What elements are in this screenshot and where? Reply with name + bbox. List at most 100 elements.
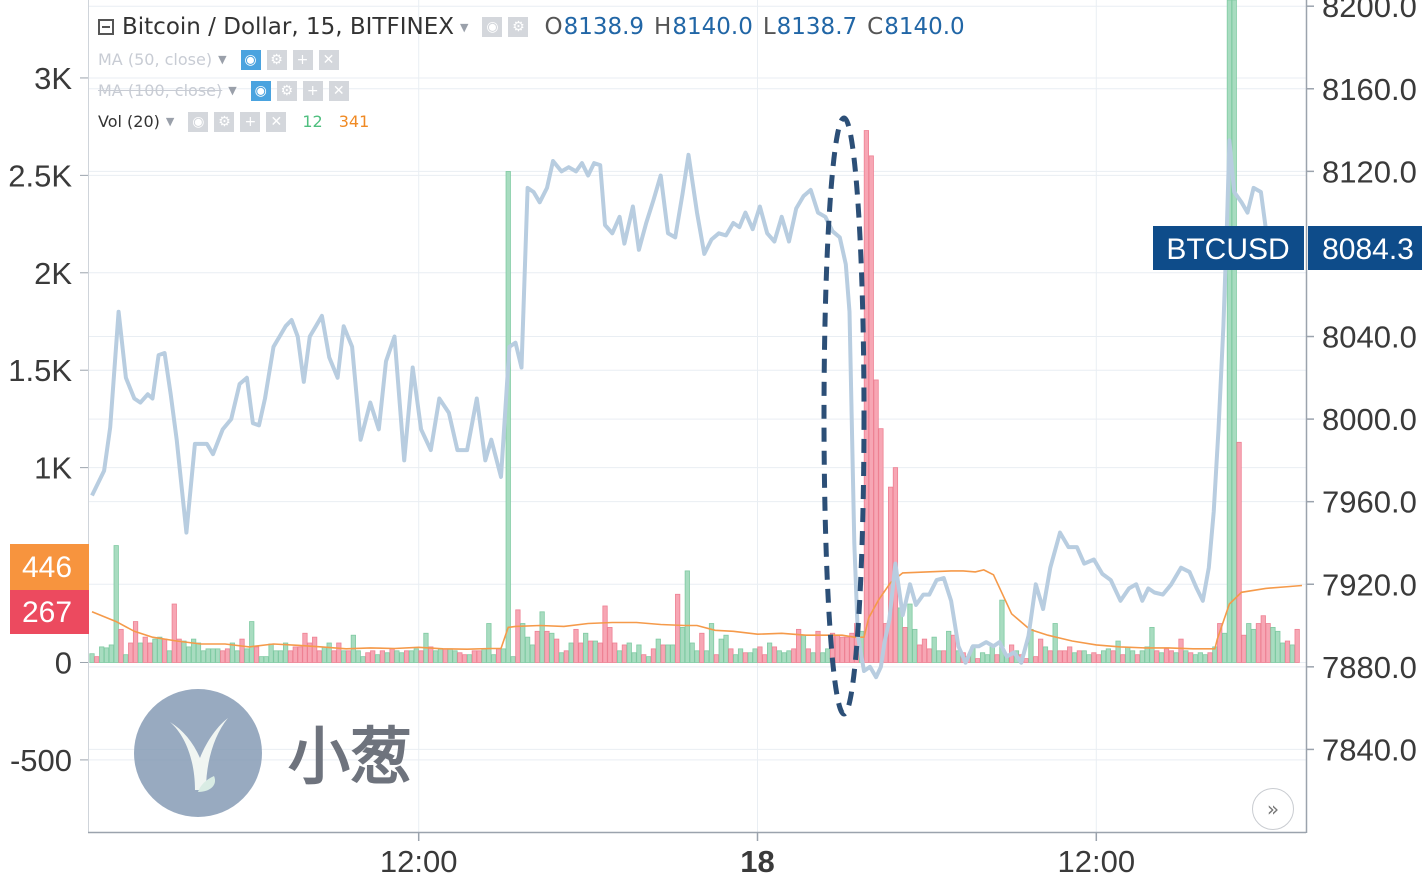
left-axis: 3K 2.5K 2K 1.5K 1K 0 -500 (8, 61, 88, 778)
volume-bar-down (1294, 628, 1300, 663)
volume-bar-up (752, 648, 758, 663)
volume-bar-down (462, 654, 468, 663)
eye-icon[interactable]: ◉ (188, 111, 209, 132)
volume-bar-up (244, 648, 250, 663)
volume-bar-up (616, 650, 623, 663)
volume-bar-up (1125, 646, 1131, 663)
collapse-box-icon[interactable] (98, 19, 114, 35)
volume-bar-up (341, 650, 347, 663)
scroll-to-latest-button[interactable]: » (1252, 788, 1294, 830)
volume-bar-up (592, 640, 598, 663)
volume-bar-down (176, 638, 182, 663)
volume-bar-up (747, 652, 753, 663)
volume-bar-up (1183, 650, 1189, 663)
volume-bar-down (675, 593, 681, 663)
volume-bar-down (1062, 650, 1068, 663)
volume-bar-up (486, 623, 492, 663)
volume-bar-down (1023, 658, 1029, 663)
volume-bar-down (771, 646, 778, 663)
eye-icon[interactable]: ◉ (482, 17, 503, 37)
close-icon[interactable]: ✕ (266, 111, 287, 132)
eye-icon[interactable]: ◉ (250, 80, 271, 101)
ma100-legend-row[interactable]: MA (100, close) ▼ ◉ ⚙ + ✕ (98, 75, 965, 106)
left-axis-tick-label: 0 (55, 645, 72, 680)
volume-bar-up (1289, 644, 1295, 663)
volume-bar-down (554, 638, 560, 663)
volume-bar-up (558, 652, 565, 663)
volume-bar-down (302, 632, 308, 663)
gear-icon[interactable]: ⚙ (508, 17, 529, 37)
symbol-title[interactable]: Bitcoin / Dollar, 15, BITFINEX (122, 14, 454, 40)
plus-icon[interactable]: + (302, 80, 323, 101)
volume-bar-down (142, 636, 148, 663)
gear-icon[interactable]: ⚙ (266, 49, 287, 70)
scallion-logo (134, 689, 262, 817)
volume-bar-up (1275, 630, 1281, 663)
volume-bar-down (1067, 646, 1073, 663)
ma50-label[interactable]: MA (50, close) (98, 50, 213, 69)
volume-bar-up (999, 599, 1005, 663)
open-value: 8138.9 (563, 14, 645, 40)
volume-bar-down (1091, 652, 1097, 663)
volume-bar-up (1192, 654, 1199, 663)
symbol-legend-row[interactable]: Bitcoin / Dollar, 15, BITFINEX ▼ ◉ ⚙ O 81… (98, 10, 965, 44)
volume-bar-down (650, 648, 657, 663)
gear-icon[interactable]: ⚙ (276, 80, 297, 101)
volume-bar-up (718, 638, 724, 663)
volume-bar-down (573, 628, 579, 663)
volume-bar-down (941, 650, 947, 663)
volume-bar-down (641, 654, 647, 663)
open-key: O (544, 14, 563, 40)
volume-bar-up (413, 648, 419, 663)
eye-icon[interactable]: ◉ (240, 49, 261, 70)
left-axis-tick-label: 1.5K (8, 353, 72, 388)
caret-down-icon[interactable]: ▼ (459, 20, 469, 34)
close-icon[interactable]: ✕ (328, 80, 349, 101)
volume-bar-up (1052, 623, 1058, 663)
volume-bar-down (926, 648, 932, 663)
plus-icon[interactable]: + (292, 49, 313, 70)
caret-down-icon[interactable]: ▼ (165, 115, 175, 128)
ma50-legend-row[interactable]: MA (50, close) ▼ ◉ ⚙ + ✕ (98, 44, 965, 75)
axes-frame (88, 0, 1308, 834)
volume-bar-up (157, 636, 163, 663)
close-value: 8140.0 (884, 14, 965, 40)
volume-bar-down (975, 658, 981, 663)
volume-bar-down (312, 636, 318, 663)
caret-down-icon[interactable]: ▼ (228, 84, 237, 97)
volume-bar-up (525, 636, 531, 663)
volume-bar-up (1144, 646, 1150, 663)
volume-bar-up (481, 648, 487, 663)
volume-bar-down (563, 650, 569, 663)
volume-bar-up (491, 654, 497, 663)
volume-bar-down (287, 650, 294, 663)
left-axis-tick-label: 2.5K (8, 158, 72, 193)
volume-bar-down (94, 656, 100, 663)
volume-bar-up (1115, 640, 1121, 663)
right-axis-tick-label: 8040.0 (1322, 320, 1417, 355)
ma100-label[interactable]: MA (100, close) (98, 81, 223, 100)
volume-bar-down (128, 642, 134, 663)
volume-bar-up (113, 545, 119, 663)
volume-bar-down (597, 642, 603, 663)
volume-bar-down (834, 634, 840, 663)
volume-bar-up (123, 654, 129, 663)
volume-bar-up (229, 642, 235, 663)
volume-bar-up (360, 656, 366, 663)
low-value: 8138.7 (776, 14, 858, 40)
volume-bar-up (108, 644, 114, 663)
volume-bar-up (215, 648, 221, 663)
volume-bar-up (1197, 652, 1203, 663)
close-icon[interactable]: ✕ (318, 49, 339, 70)
plus-icon[interactable]: + (240, 111, 261, 132)
volume-bar-down (713, 654, 719, 663)
time-axis: 12:00 18 12:00 (380, 833, 1135, 879)
caret-down-icon[interactable]: ▼ (218, 53, 227, 66)
volume-bar-down (345, 650, 352, 663)
vol-label[interactable]: Vol (20) (98, 112, 160, 131)
vol-legend-row[interactable]: Vol (20) ▼ ◉ ⚙ + ✕ 12 341 (98, 106, 965, 137)
volume-bar-down (476, 650, 482, 663)
gear-icon[interactable]: ⚙ (214, 111, 235, 132)
